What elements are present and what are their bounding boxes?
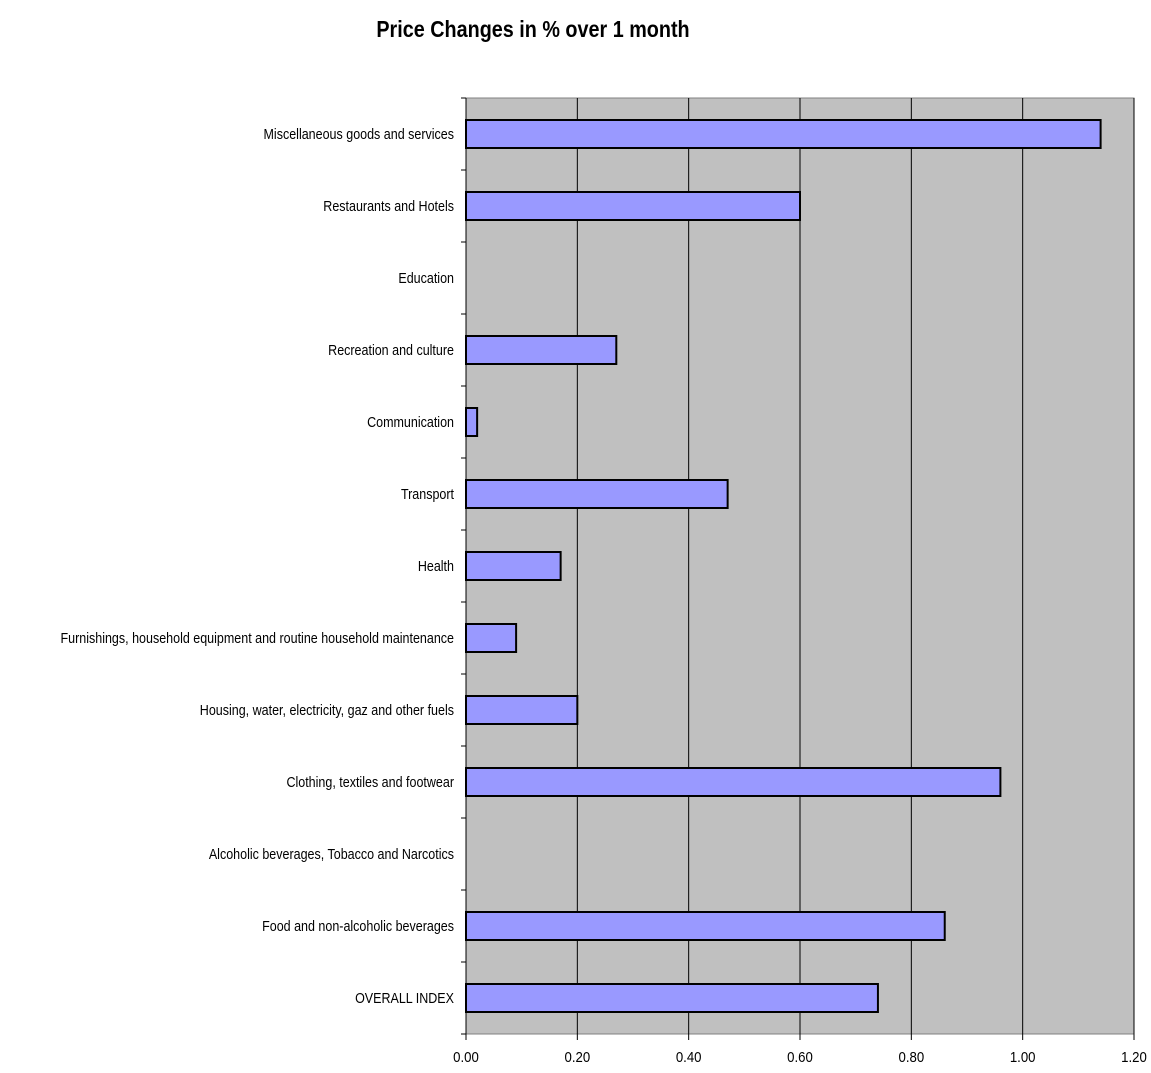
- y-axis-ticks: [461, 97, 466, 1035]
- category-label: Housing, water, electricity, gaz and oth…: [200, 701, 454, 718]
- x-tick-label: 0.80: [899, 1048, 925, 1065]
- bar: [465, 767, 1002, 797]
- category-label: Restaurants and Hotels: [323, 197, 454, 214]
- bars: [465, 119, 1102, 1013]
- bar: [465, 119, 1102, 149]
- bar: [465, 551, 562, 581]
- category-label: Miscellaneous goods and services: [264, 125, 455, 142]
- bar: [465, 191, 801, 221]
- bar: [465, 479, 729, 509]
- x-tick-label: 0.60: [787, 1048, 813, 1065]
- x-tick-label: 0.00: [453, 1048, 479, 1065]
- bar: [465, 695, 579, 725]
- bar: [465, 911, 946, 941]
- category-label: Transport: [401, 485, 454, 502]
- gridlines: [576, 98, 1135, 1034]
- x-tick-label: 0.20: [565, 1048, 591, 1065]
- category-label: Health: [418, 557, 454, 574]
- chart-title: Price Changes in % over 1 month: [376, 16, 690, 42]
- x-tick-label: 1.00: [1010, 1048, 1036, 1065]
- bar: [465, 335, 618, 365]
- x-axis-ticks: 0.00 0.20 0.40 0.60 0.80 1.00 1.20: [453, 1034, 1147, 1065]
- category-label: Recreation and culture: [328, 341, 454, 358]
- x-tick-label: 1.20: [1121, 1048, 1147, 1065]
- category-label: Education: [398, 269, 454, 286]
- category-label: Communication: [367, 413, 454, 430]
- bar: [465, 623, 518, 653]
- category-label: Food and non-alcoholic beverages: [262, 917, 454, 934]
- x-tick-label: 0.40: [676, 1048, 702, 1065]
- category-label: OVERALL INDEX: [355, 989, 454, 1006]
- category-label: Clothing, textiles and footwear: [286, 773, 454, 790]
- bar: [465, 983, 879, 1013]
- category-labels: Miscellaneous goods and services Restaura…: [60, 125, 454, 1006]
- category-label: Furnishings, household equipment and rou…: [60, 629, 454, 646]
- category-label: Alcoholic beverages, Tobacco and Narcoti…: [209, 845, 454, 862]
- bar: [465, 407, 479, 437]
